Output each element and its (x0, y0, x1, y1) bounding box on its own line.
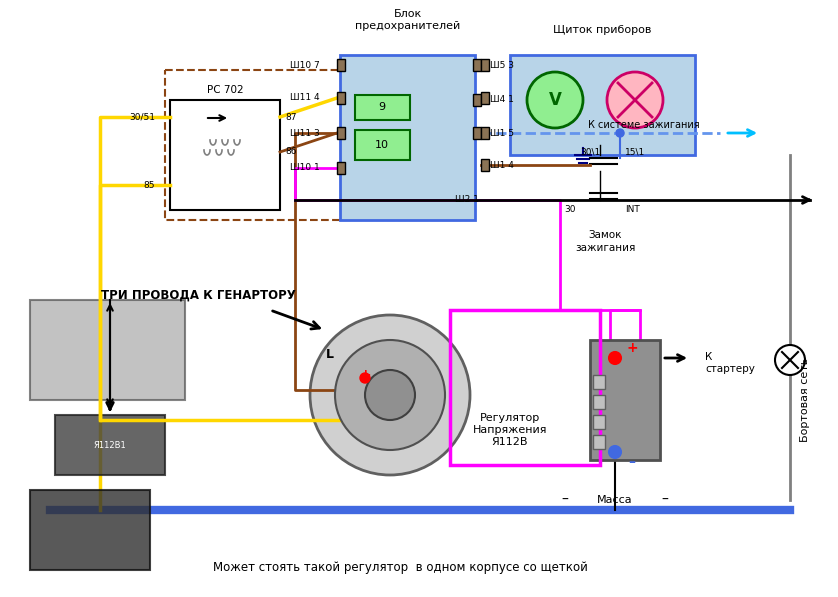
Circle shape (607, 72, 663, 128)
Bar (481, 92, 489, 104)
Bar (355, 95, 410, 120)
Bar (355, 130, 410, 160)
Text: Масса: Масса (597, 495, 633, 505)
Text: Я112В1: Я112В1 (94, 441, 127, 450)
Text: L: L (326, 349, 334, 362)
Text: Ш10 1: Ш10 1 (290, 164, 320, 173)
Bar (337, 59, 345, 71)
Text: 15\1: 15\1 (625, 147, 645, 156)
Circle shape (775, 345, 805, 375)
Circle shape (527, 72, 583, 128)
Text: 30/51: 30/51 (129, 112, 155, 122)
Bar (481, 127, 489, 139)
Circle shape (616, 129, 624, 137)
Circle shape (609, 446, 621, 458)
Text: Замок: Замок (588, 230, 622, 240)
Text: 86: 86 (285, 147, 297, 156)
Text: РС 702: РС 702 (207, 85, 243, 95)
Text: Ш10 7: Ш10 7 (290, 60, 320, 69)
Bar (337, 92, 345, 104)
Bar (30, 490, 150, 570)
Text: Ш2 1: Ш2 1 (455, 195, 478, 205)
Text: 9: 9 (379, 102, 385, 112)
Text: Ш11 4: Ш11 4 (291, 94, 320, 103)
Text: –: – (561, 493, 568, 507)
Bar (55, 415, 165, 475)
Text: 30\1: 30\1 (580, 147, 600, 156)
Bar (481, 59, 489, 71)
Bar (337, 127, 345, 139)
Text: Бортовая сеть: Бортовая сеть (800, 358, 810, 442)
Text: INT: INT (625, 205, 639, 214)
Bar (473, 127, 481, 139)
Bar (593, 375, 605, 389)
Circle shape (310, 315, 470, 475)
Text: 30: 30 (564, 205, 576, 214)
Text: Щиток приборов: Щиток приборов (553, 25, 651, 35)
Bar (593, 395, 605, 409)
Circle shape (360, 373, 370, 383)
Circle shape (365, 370, 415, 420)
Bar (473, 94, 481, 106)
Text: К
стартеру: К стартеру (705, 352, 755, 374)
Bar (473, 59, 481, 71)
Text: Ш1 5: Ш1 5 (490, 128, 514, 137)
Bar (340, 55, 475, 220)
Text: ТРИ ПРОВОДА К ГЕНАРТОРУ: ТРИ ПРОВОДА К ГЕНАРТОРУ (101, 288, 295, 301)
Text: –: – (628, 455, 635, 469)
Text: Ш1 4: Ш1 4 (490, 161, 514, 170)
Bar (593, 415, 605, 429)
Bar (170, 100, 280, 210)
Text: К системе зажигания: К системе зажигания (588, 120, 700, 130)
Text: –: – (661, 493, 669, 507)
Bar (593, 435, 605, 449)
Text: 85: 85 (143, 180, 155, 189)
Text: зажигания: зажигания (575, 243, 635, 253)
Text: +: + (626, 341, 638, 355)
Bar (481, 159, 489, 171)
Text: 87: 87 (285, 112, 297, 122)
Text: 10: 10 (375, 140, 389, 150)
Bar (590, 340, 660, 460)
Circle shape (335, 340, 445, 450)
Text: +: + (360, 368, 370, 382)
Text: Ш11 3: Ш11 3 (290, 128, 320, 137)
Bar (450, 310, 600, 465)
Bar (337, 162, 345, 174)
Bar (30, 300, 185, 400)
Circle shape (609, 352, 621, 364)
Text: Может стоять такой регулятор  в одном корпусе со щеткой: Может стоять такой регулятор в одном кор… (213, 562, 587, 574)
Text: Ш5 3: Ш5 3 (490, 60, 514, 69)
Text: Регулятор
Напряжения
Я112В: Регулятор Напряжения Я112В (473, 413, 547, 447)
Text: Ш4 1: Ш4 1 (490, 96, 514, 104)
Bar (510, 55, 695, 155)
Text: Блок
предохранителей: Блок предохранителей (355, 9, 461, 31)
Text: V: V (549, 91, 561, 109)
